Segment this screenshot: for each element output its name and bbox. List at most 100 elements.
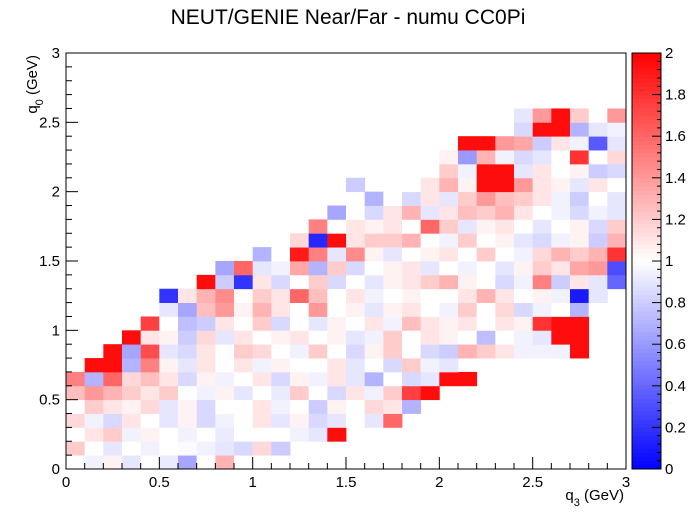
heatmap-cell xyxy=(271,316,291,331)
heatmap-cell xyxy=(383,413,403,428)
x-tick-label: 3 xyxy=(622,474,630,491)
heatmap-cell xyxy=(308,233,328,248)
heatmap-cell xyxy=(588,136,608,151)
heatmap-cell xyxy=(290,274,310,290)
heatmap-cell xyxy=(290,385,310,401)
color-scale-step xyxy=(632,152,661,158)
heatmap-cell xyxy=(514,108,534,123)
heatmap-cell xyxy=(234,413,254,428)
heatmap-cell xyxy=(514,122,534,137)
heatmap-cell xyxy=(66,427,86,442)
heatmap-cell xyxy=(514,274,534,290)
heatmap-cell xyxy=(551,163,571,179)
heatmap-cell xyxy=(290,399,310,414)
heatmap-cell xyxy=(570,233,590,248)
heatmap-cell xyxy=(159,302,179,317)
color-scale-step xyxy=(632,57,661,62)
heatmap-cell xyxy=(458,288,478,303)
heatmap-cell xyxy=(178,441,198,456)
heatmap-cell xyxy=(196,302,216,317)
heatmap-cell xyxy=(159,330,179,345)
heatmap-cell xyxy=(308,302,328,317)
heatmap-cell xyxy=(215,344,235,359)
heatmap-cell xyxy=(327,413,347,428)
heatmap-cell xyxy=(364,219,384,234)
color-scale-step xyxy=(632,211,661,216)
heatmap-cell xyxy=(327,427,347,442)
chart-title: NEUT/GENIE Near/Far - numu CC0Pi xyxy=(171,6,526,29)
heatmap-cell xyxy=(271,344,291,359)
heatmap-cell xyxy=(364,247,384,262)
heatmap-cell xyxy=(383,344,403,359)
heatmap-cell xyxy=(122,385,142,401)
heatmap-cell xyxy=(458,316,478,331)
y-tick-label: 0 xyxy=(52,461,60,478)
color-scale-step xyxy=(632,115,661,121)
heatmap-cell xyxy=(140,385,160,401)
heatmap-cell xyxy=(308,385,328,401)
heatmap-cell xyxy=(607,136,627,151)
heatmap-cell xyxy=(159,427,179,442)
color-scale-step xyxy=(632,281,661,287)
color-scale-step xyxy=(632,248,661,254)
heatmap-cell xyxy=(140,413,160,428)
heatmap-cell xyxy=(476,330,496,345)
heatmap-cell xyxy=(551,316,571,331)
color-scale-step xyxy=(632,460,661,466)
color-scale-step xyxy=(632,294,661,299)
z-tick-label: 0.4 xyxy=(665,378,686,395)
heatmap-cell xyxy=(252,385,272,401)
heatmap-cell xyxy=(551,233,571,248)
color-scale-step xyxy=(632,340,661,345)
heatmap-cell xyxy=(383,330,403,345)
color-scale-step xyxy=(632,356,661,362)
heatmap-cell xyxy=(327,399,347,414)
color-scale-step xyxy=(632,86,661,91)
heatmap-cell xyxy=(234,261,254,276)
z-tick-label: 1.8 xyxy=(665,87,686,104)
color-scale-step xyxy=(632,94,661,100)
heatmap-cell xyxy=(420,288,440,303)
color-scale-step xyxy=(632,73,661,79)
color-scale-step xyxy=(632,148,661,154)
heatmap-cell xyxy=(514,247,534,262)
heatmap-cell xyxy=(178,371,198,387)
color-scale-step xyxy=(632,373,661,378)
heatmap-cell xyxy=(383,233,403,248)
heatmap-cell xyxy=(159,399,179,414)
heatmap-cell xyxy=(420,191,440,206)
heatmap-cell xyxy=(607,191,627,206)
heatmap-cell xyxy=(570,219,590,234)
heatmap-cell xyxy=(103,344,123,359)
heatmap-cell xyxy=(271,441,291,456)
heatmap-cell xyxy=(215,302,235,317)
heatmap-cell xyxy=(588,274,608,290)
heatmap-cell xyxy=(215,413,235,428)
y-tick-label: 0.5 xyxy=(39,392,60,409)
heatmap-cell xyxy=(252,302,272,317)
heatmap-cell xyxy=(532,344,552,359)
z-tick-label: 1.2 xyxy=(665,211,686,228)
heatmap-cell xyxy=(570,302,590,317)
heatmap-cell xyxy=(570,177,590,193)
color-scale-step xyxy=(632,369,661,374)
heatmap-cell xyxy=(196,427,216,442)
color-scale-step xyxy=(632,102,661,108)
heatmap-cell xyxy=(234,274,254,290)
heatmap-cell xyxy=(420,316,440,331)
color-scale-step xyxy=(632,186,661,191)
color-scale-bar xyxy=(631,52,662,470)
heatmap-cell xyxy=(476,233,496,248)
color-scale-step xyxy=(632,181,661,187)
heatmap-cell xyxy=(570,136,590,151)
color-scale-step xyxy=(632,310,661,316)
color-scale-step xyxy=(632,98,661,104)
heatmap-cell xyxy=(346,413,366,428)
heatmap-cell xyxy=(439,219,459,234)
heatmap-cell xyxy=(570,108,590,123)
heatmap-cell xyxy=(122,427,142,442)
heatmap-cell xyxy=(159,316,179,331)
heatmap-cell xyxy=(178,344,198,359)
heatmap-cell xyxy=(420,261,440,276)
heatmap-cell xyxy=(570,316,590,331)
